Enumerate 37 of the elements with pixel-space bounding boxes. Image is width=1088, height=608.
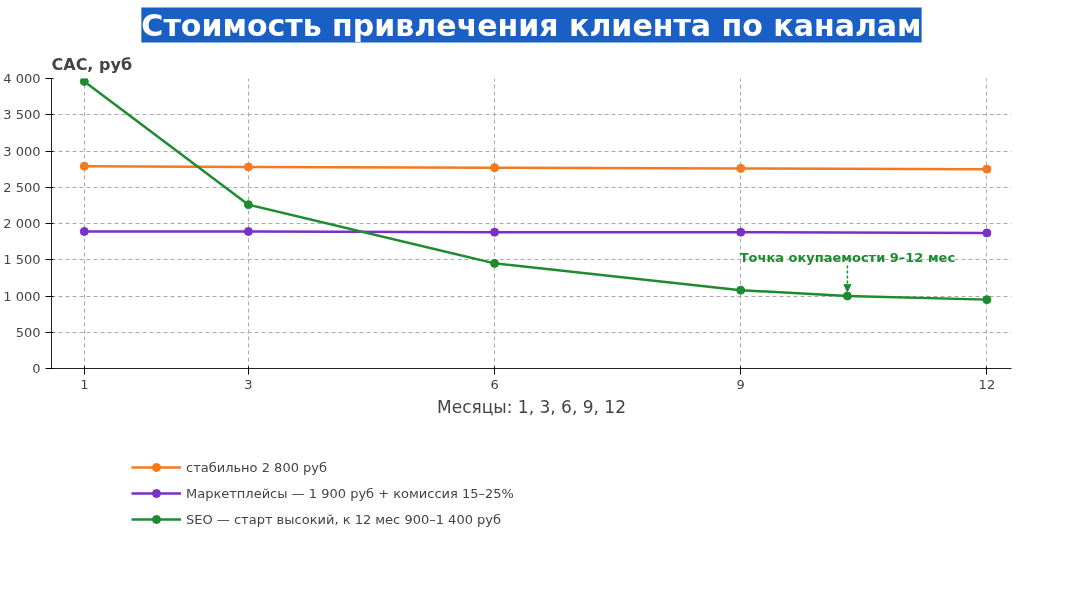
legend-label: стабильно 2 800 руб: [186, 459, 328, 475]
point: [982, 295, 992, 305]
y-tick-label: 4 000: [3, 71, 41, 86]
point: [243, 200, 253, 210]
point: [736, 285, 746, 295]
x-tick-label: 9: [736, 376, 745, 392]
y-tick-label: 1 500: [3, 252, 41, 268]
point: [982, 164, 992, 174]
point: [79, 226, 89, 236]
point: [490, 258, 500, 268]
point: [490, 163, 500, 173]
y-tick-label: 2 500: [3, 179, 41, 195]
y-tick-label: 3 500: [3, 107, 41, 123]
annotation: Точка окупаемости 9–12 мес: [739, 249, 956, 265]
x-tick-label: 12: [978, 376, 996, 392]
y-tick-label: 2 000: [3, 216, 41, 231]
point: [736, 163, 746, 173]
x-tick-label: 6: [490, 376, 499, 392]
y-tick-label: 3 000: [3, 143, 41, 159]
y-tick-label: 500: [15, 324, 41, 340]
point: [243, 226, 253, 236]
x-tick-label: 1: [80, 376, 89, 392]
point: [982, 228, 992, 238]
y-tick-label: 0: [32, 361, 41, 376]
chart-title: Стоимость привлечения клиента по каналам: [141, 7, 922, 43]
y-tick-label: 1 000: [3, 288, 41, 304]
point: [79, 161, 89, 171]
point: [842, 291, 852, 301]
legend-label: SEO — старт высокий, к 12 мес 900–1 400 руб: [186, 511, 502, 527]
x-tick-label: 3: [244, 376, 253, 392]
point: [490, 227, 500, 237]
y-axis-title: CAC, руб: [51, 54, 133, 74]
point: [736, 227, 746, 237]
x-axis-title: Месяцы: 1, 3, 6, 9, 12: [437, 396, 626, 417]
legend-label: Маркетплейсы — 1 900 руб + комиссия 15–25%: [186, 485, 514, 501]
point: [79, 78, 89, 86]
point: [243, 162, 253, 172]
